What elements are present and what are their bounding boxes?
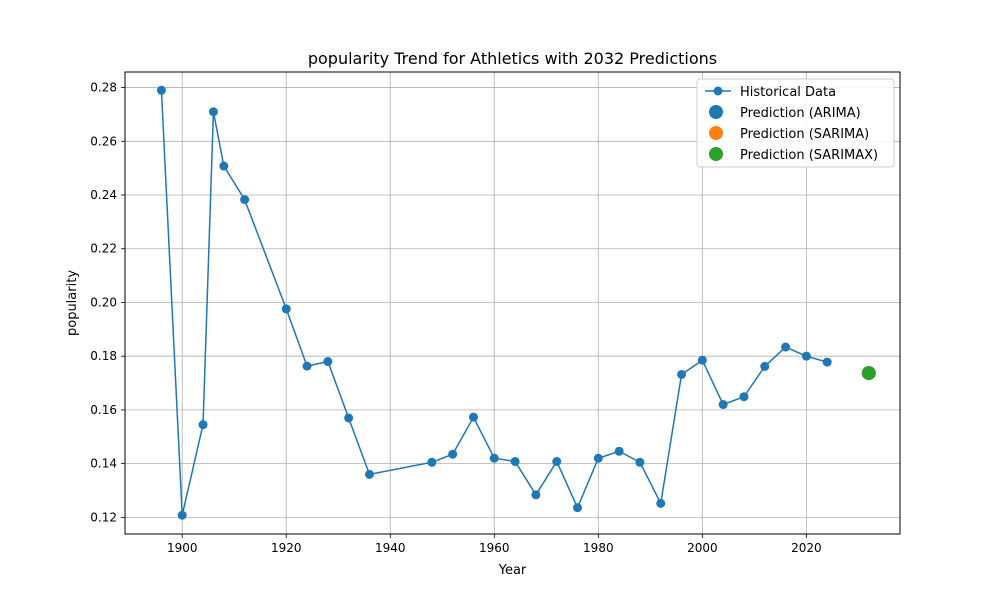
historical-data-point [489, 453, 499, 463]
historical-data-point [781, 342, 791, 352]
y-tick-label: 0.18 [90, 349, 117, 363]
historical-data-point [510, 456, 520, 466]
historical-data-point [302, 361, 312, 371]
y-tick-label: 0.14 [90, 457, 117, 471]
historical-data-point [801, 351, 811, 361]
historical-data-point [468, 412, 478, 422]
historical-data-point [739, 392, 749, 402]
historical-data-point [208, 107, 218, 117]
historical-data-point [552, 456, 562, 466]
grid-layer [125, 72, 900, 534]
historical-data-point [635, 457, 645, 467]
historical-data-point [364, 469, 374, 479]
legend-box [696, 78, 895, 168]
y-tick-label: 0.26 [90, 134, 117, 148]
historical-data-point [531, 490, 541, 500]
historical-data-point [677, 369, 687, 379]
x-tick-label: 1900 [167, 541, 198, 555]
x-tick-label: 2000 [687, 541, 718, 555]
historical-data-point [281, 304, 291, 314]
y-tick-label: 0.24 [90, 188, 117, 202]
historical-data-point [656, 498, 666, 508]
y-axis-label: popularity [65, 270, 80, 336]
y-tick-label: 0.28 [90, 81, 117, 95]
historical-data-point [697, 355, 707, 365]
historical-data-point [198, 420, 208, 430]
x-tick-label: 1920 [271, 541, 302, 555]
historical-data-point [323, 357, 333, 367]
historical-data-point [240, 195, 250, 205]
legend-historical-label: Historical Data [740, 85, 836, 100]
historical-data-point [156, 85, 166, 95]
y-tick-label: 0.16 [90, 403, 117, 417]
x-tick-label: 1960 [479, 541, 510, 555]
historical-data-point [760, 361, 770, 371]
legend-sarima-label: Prediction (SARIMA) [740, 127, 869, 142]
historical-data-point [718, 400, 728, 410]
historical-data-point [344, 413, 354, 423]
historical-data-point [573, 503, 583, 513]
legend-historical-marker [713, 86, 723, 96]
x-tick-label: 1980 [583, 541, 614, 555]
y-tick-label: 0.22 [90, 242, 117, 256]
x-tick-label: 1940 [375, 541, 406, 555]
legend: Historical Data Prediction (ARIMA) Predi… [696, 78, 895, 168]
historical-data-point [427, 457, 437, 467]
x-axis-label: Year [498, 563, 527, 578]
x-tick-label: 2020 [791, 541, 822, 555]
historical-data-point [219, 161, 229, 171]
legend-sarimax-label: Prediction (SARIMAX) [740, 148, 878, 163]
historical-data-point [614, 446, 624, 456]
prediction-point-sarimax [861, 366, 876, 381]
y-tick-label: 0.12 [90, 510, 117, 524]
tick-layer: 1900 1920 1940 1960 1980 2000 2020 0.12 0.14 0.16… [90, 81, 821, 555]
legend-sarimax-marker [709, 147, 723, 161]
historical-data-point [177, 510, 187, 520]
historical-data-point [593, 453, 603, 463]
legend-arima-marker [709, 105, 723, 119]
legend-arima-label: Prediction (ARIMA) [740, 106, 861, 121]
data-layer [156, 85, 876, 520]
plot-area-frame [124, 71, 901, 535]
historical-data-point [448, 449, 458, 459]
chart-title: popularity Trend for Athletics with 2032… [308, 49, 717, 68]
historical-data-point [822, 357, 832, 367]
legend-sarima-marker [709, 126, 723, 140]
y-tick-label: 0.20 [90, 295, 117, 309]
